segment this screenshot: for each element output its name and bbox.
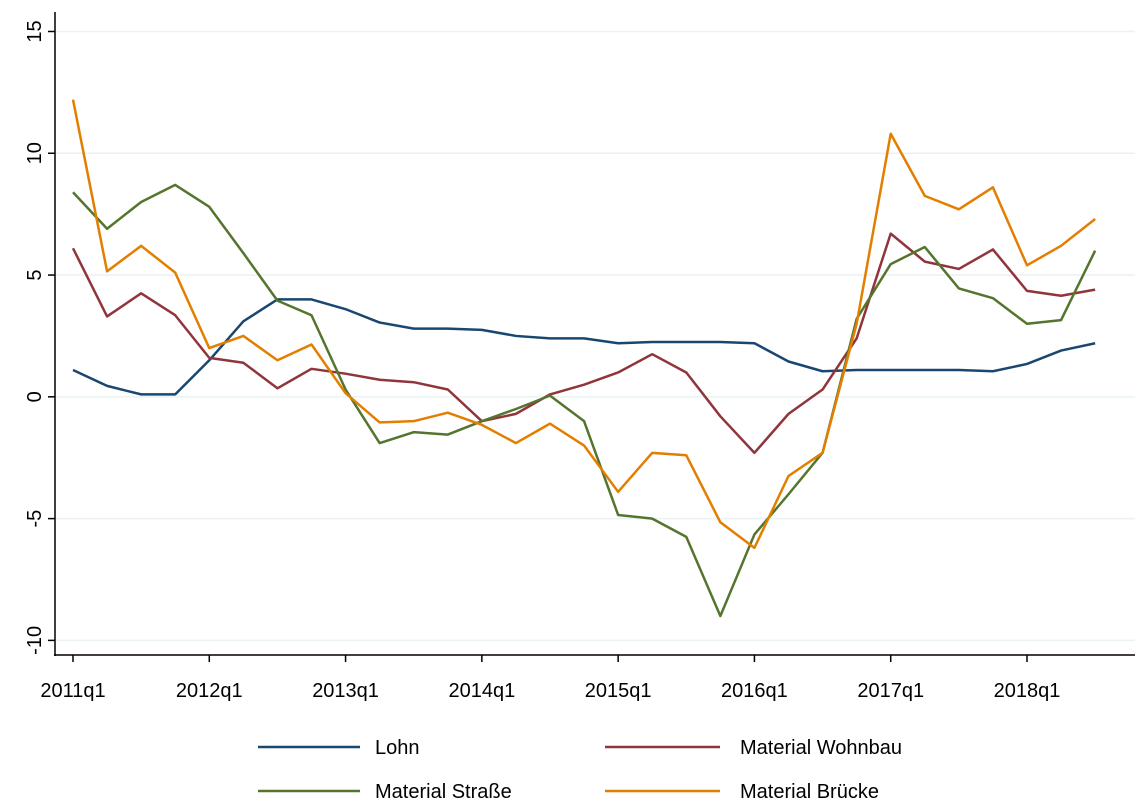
legend-label: Material Brücke [740, 781, 879, 801]
x-tick-label: 2017q1 [857, 680, 924, 702]
y-tick-label: 10 [24, 142, 46, 164]
series-line [71, 99, 1096, 550]
x-tick-label: 2012q1 [176, 680, 243, 702]
legend-label: Material Wohnbau [740, 737, 902, 759]
y-tick-label: 5 [24, 269, 46, 280]
x-tick-label: 2014q1 [448, 680, 515, 702]
x-tick-label: 2013q1 [312, 680, 379, 702]
x-tick-label: 2011q1 [40, 680, 105, 702]
series-line [72, 183, 1097, 618]
x-tick-label: 2018q1 [994, 680, 1061, 702]
legend-label: Material Straße [375, 781, 512, 801]
y-tick-label: 15 [24, 20, 46, 42]
y-tick-label: 0 [24, 391, 46, 402]
legend-label: Lohn [375, 737, 420, 759]
y-tick-label: -10 [24, 626, 46, 655]
x-tick-label: 2015q1 [585, 680, 652, 702]
y-tick-label: -5 [24, 510, 46, 528]
series-line [72, 298, 1096, 396]
x-tick-label: 2016q1 [721, 680, 788, 702]
series-line [71, 232, 1096, 455]
